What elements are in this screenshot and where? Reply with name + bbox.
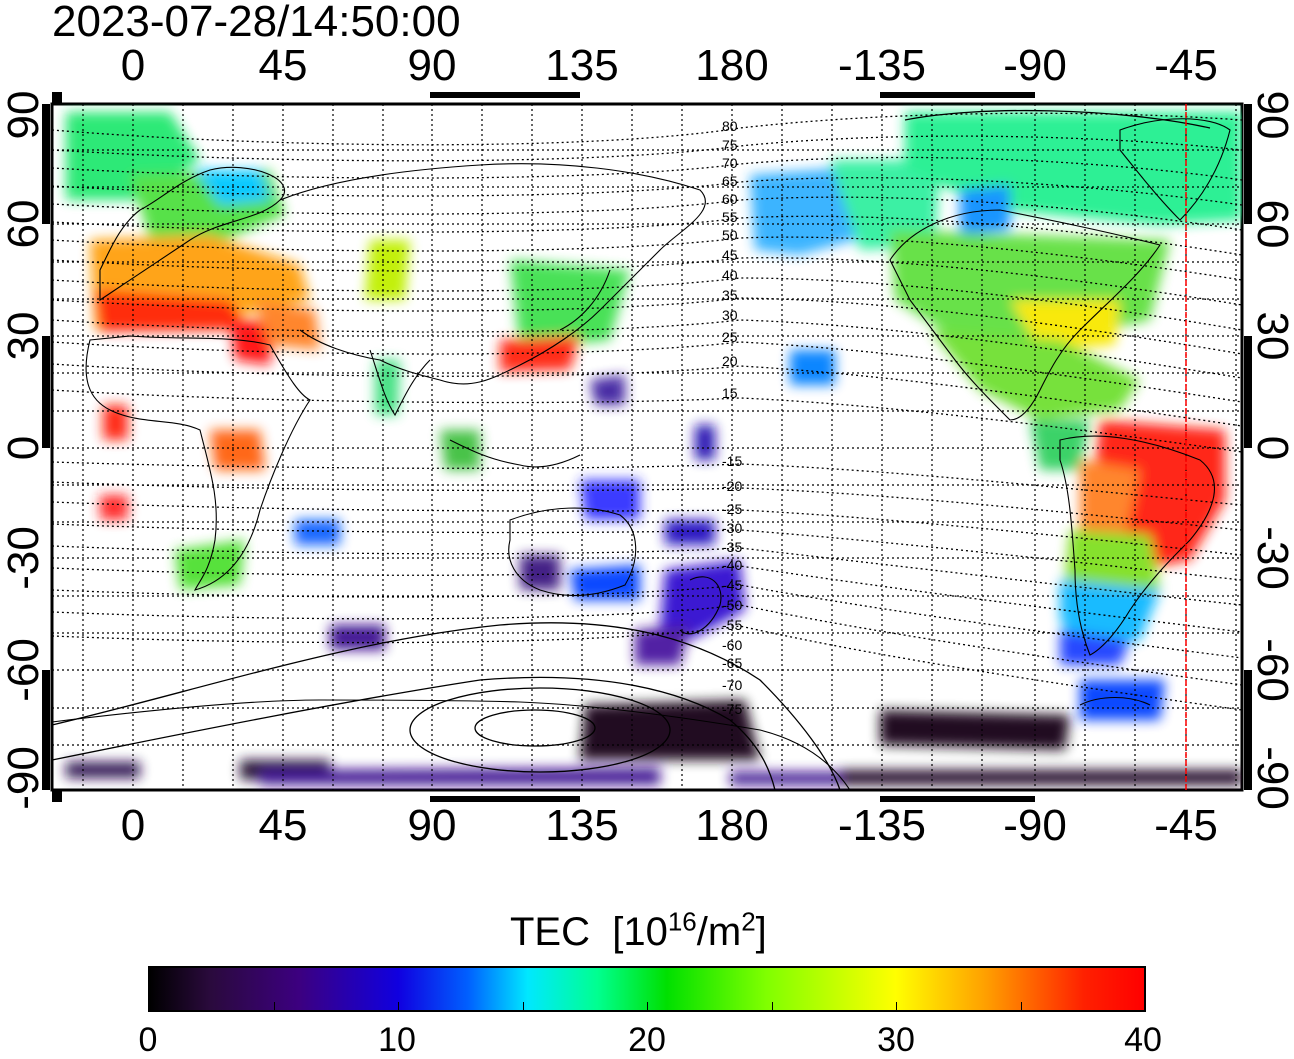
contour-label: -70 bbox=[722, 677, 742, 693]
colorbar-tick bbox=[896, 1002, 897, 1010]
colorbar-tick bbox=[398, 1002, 399, 1010]
lon-label-bottom: 45 bbox=[258, 801, 308, 850]
colorbar-tick bbox=[523, 1002, 524, 1010]
colorbar-tick-label: 20 bbox=[628, 1021, 666, 1059]
contour-label: 15 bbox=[722, 385, 738, 401]
timestamp-title: 2023-07-28/14:50:00 bbox=[52, 0, 461, 46]
lon-label-top: 90 bbox=[407, 41, 457, 90]
contour-label: -75 bbox=[722, 701, 742, 717]
colorbar-unit-exponent2: 2 bbox=[741, 906, 756, 937]
contour-label: 60 bbox=[722, 191, 738, 207]
contour-label: -55 bbox=[722, 617, 742, 633]
contour-label: 70 bbox=[722, 155, 738, 171]
colorbar-tick bbox=[1021, 1002, 1022, 1010]
contour-label: 55 bbox=[722, 209, 738, 225]
contour-label: -60 bbox=[722, 637, 742, 653]
colorbar-unit-exponent: 16 bbox=[667, 906, 697, 937]
contour-label: -30 bbox=[722, 520, 742, 536]
contour-label: -65 bbox=[722, 655, 742, 671]
contour-label: 25 bbox=[722, 329, 738, 345]
contour-label: -40 bbox=[722, 557, 742, 573]
coastlines bbox=[52, 118, 1231, 790]
colorbar-tick-label: 10 bbox=[378, 1021, 416, 1059]
contour-label: -45 bbox=[722, 577, 742, 593]
colorbar-tick bbox=[772, 1002, 773, 1010]
contour-label: 30 bbox=[722, 307, 738, 323]
contour-label: -25 bbox=[722, 501, 742, 517]
lon-label-bottom: 135 bbox=[545, 801, 619, 850]
lon-label-top: 0 bbox=[120, 41, 146, 90]
colorbar-unit-close: ] bbox=[755, 910, 767, 954]
lon-label-top: 45 bbox=[258, 41, 308, 90]
lon-label-bottom: -45 bbox=[1154, 801, 1218, 850]
lon-label-bottom: 90 bbox=[407, 801, 457, 850]
colorbar-unit-mid: /m bbox=[696, 910, 742, 954]
lon-label-top: 135 bbox=[545, 41, 619, 90]
lon-label-top: -135 bbox=[837, 41, 927, 90]
contour-label: 80 bbox=[722, 118, 738, 134]
lon-label-bottom: 180 bbox=[695, 801, 769, 850]
contour-label: 35 bbox=[722, 287, 738, 303]
contour-label: -50 bbox=[722, 597, 742, 613]
colorbar-tick-label: 30 bbox=[877, 1021, 915, 1059]
magnetic-latitude-contours bbox=[52, 112, 1242, 711]
lon-label-bottom: 0 bbox=[120, 801, 146, 850]
colorbar-tick-label: 40 bbox=[1124, 1021, 1162, 1059]
colorbar-title: TEC [1016/m2] bbox=[510, 908, 767, 956]
lon-label-top: 180 bbox=[695, 41, 769, 90]
graticule bbox=[52, 104, 1242, 790]
tec-data-field bbox=[66, 112, 1242, 785]
colorbar-tick bbox=[274, 1002, 275, 1010]
lon-label-top: -45 bbox=[1154, 41, 1218, 90]
contour-label: -15 bbox=[722, 453, 742, 469]
contour-label: 50 bbox=[722, 227, 738, 243]
colorbar-tick-label: 0 bbox=[138, 1021, 158, 1059]
colorbar bbox=[148, 966, 1146, 1012]
lon-label-bottom: -135 bbox=[837, 801, 927, 850]
colorbar-unit-open: [10 bbox=[612, 910, 668, 954]
lon-label-bottom: -90 bbox=[1003, 801, 1067, 850]
contour-label: 45 bbox=[722, 247, 738, 263]
frame-tick-bars bbox=[42, 92, 1252, 802]
polar-contours bbox=[52, 109, 1211, 790]
colorbar-tick bbox=[647, 1002, 648, 1010]
contour-label: 65 bbox=[722, 173, 738, 189]
contour-label: -35 bbox=[722, 539, 742, 555]
contour-labels: 80 75 70 65 60 55 50 45 40 35 30 25 20 15 -15 -20 -25 -30… bbox=[722, 118, 742, 717]
contour-label: -20 bbox=[722, 478, 742, 494]
contour-label: 40 bbox=[722, 267, 738, 283]
contour-label: 20 bbox=[722, 353, 738, 369]
colorbar-title-text: TEC bbox=[510, 910, 590, 954]
lon-label-top: -90 bbox=[1003, 41, 1067, 90]
contour-label: 75 bbox=[722, 137, 738, 153]
